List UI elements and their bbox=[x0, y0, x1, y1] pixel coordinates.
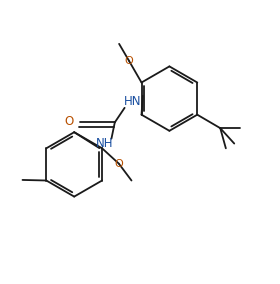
Text: O: O bbox=[115, 159, 123, 169]
Text: O: O bbox=[125, 56, 133, 66]
Text: O: O bbox=[64, 115, 74, 128]
Text: HN: HN bbox=[124, 95, 142, 108]
Text: NH: NH bbox=[96, 137, 114, 150]
